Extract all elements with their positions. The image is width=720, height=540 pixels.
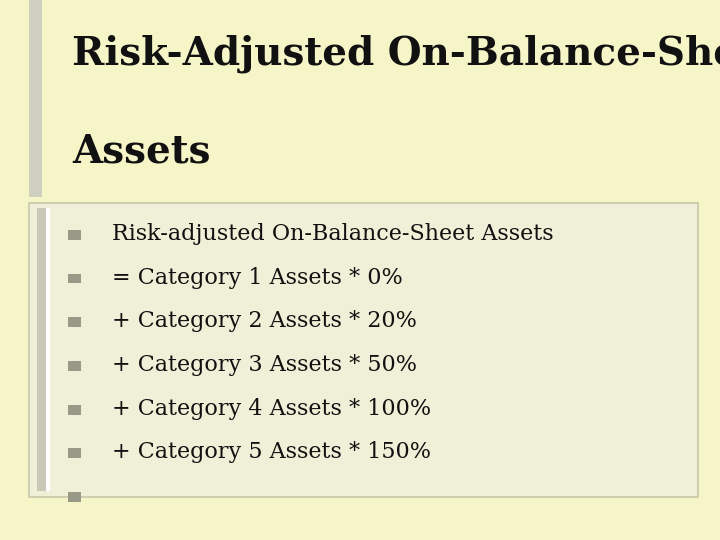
Bar xyxy=(29,0,42,197)
Bar xyxy=(68,405,81,415)
Bar xyxy=(68,318,81,327)
Bar xyxy=(68,274,81,284)
Bar xyxy=(68,449,81,458)
Bar xyxy=(37,208,46,491)
Text: Risk-adjusted On-Balance-Sheet Assets: Risk-adjusted On-Balance-Sheet Assets xyxy=(112,223,553,245)
Text: + Category 5 Assets * 150%: + Category 5 Assets * 150% xyxy=(112,441,431,463)
Text: + Category 4 Assets * 100%: + Category 4 Assets * 100% xyxy=(112,397,431,420)
Bar xyxy=(68,492,81,502)
Bar xyxy=(45,208,50,491)
Text: Risk-Adjusted On-Balance-Sheet: Risk-Adjusted On-Balance-Sheet xyxy=(72,35,720,73)
Bar xyxy=(68,361,81,371)
Text: + Category 3 Assets * 50%: + Category 3 Assets * 50% xyxy=(112,354,417,376)
Text: Assets: Assets xyxy=(72,132,210,170)
Bar xyxy=(68,230,81,240)
Text: + Category 2 Assets * 20%: + Category 2 Assets * 20% xyxy=(112,310,416,332)
Text: = Category 1 Assets * 0%: = Category 1 Assets * 0% xyxy=(112,267,402,288)
Bar xyxy=(29,202,698,497)
